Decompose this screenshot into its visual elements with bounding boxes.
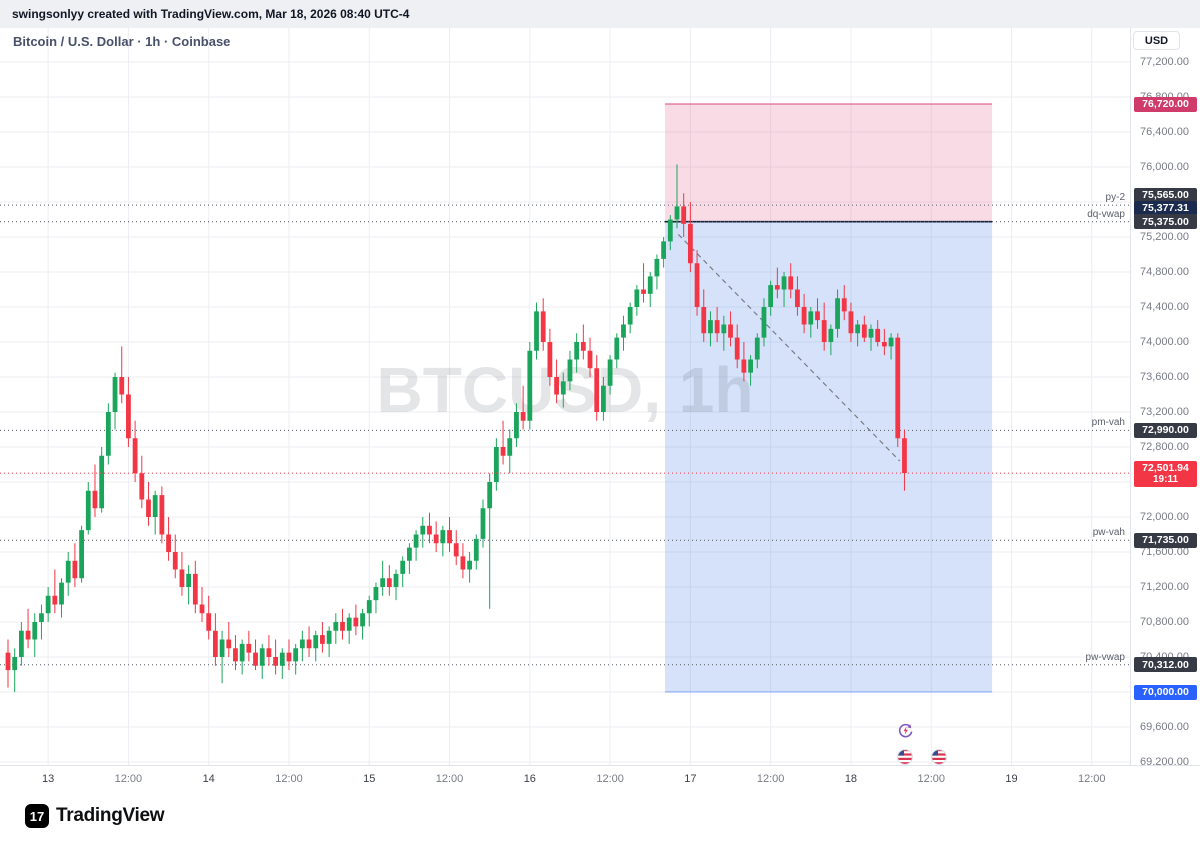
time-axis-label: 18 [844, 773, 858, 785]
candlestick-chart-canvas[interactable]: BTCUSD, 1h [0, 28, 1130, 765]
level-price-badge: 71,735.00 [1134, 532, 1197, 548]
refresh-arrows-glyph [898, 723, 913, 738]
time-axis-label: 17 [684, 773, 697, 785]
price-tick-label: 75,200.00 [1140, 231, 1189, 243]
price-tick-label: 71,200.00 [1140, 581, 1189, 593]
zone-bottom-price-badge: 70,000.00 [1134, 684, 1197, 700]
level-price-badge: 75,375.00 [1134, 214, 1197, 230]
attribution-bar: swingsonlyy created with TradingView.com… [0, 0, 1200, 28]
price-tick-label: 74,800.00 [1140, 266, 1189, 278]
price-tick-label: 76,400.00 [1140, 126, 1189, 138]
us-flag-glyph [897, 749, 913, 765]
auto-refresh-bolt-icon[interactable] [897, 722, 914, 739]
tradingview-wordmark: TradingView [56, 805, 165, 826]
levels-layer [0, 204, 1130, 666]
price-tick-label: 74,400.00 [1140, 301, 1189, 313]
price-tick-label: 70,800.00 [1140, 616, 1189, 628]
demand-zone [664, 221, 993, 692]
price-tick-label: 73,200.00 [1140, 406, 1189, 418]
us-flag-glyph [931, 749, 947, 765]
time-axis-label: 13 [42, 773, 55, 785]
economic-event-icon[interactable] [931, 749, 948, 766]
time-axis-label: 15 [363, 773, 376, 785]
price-tick-label: 73,600.00 [1140, 371, 1189, 383]
time-axis-label: 14 [202, 773, 215, 785]
candles-layer [5, 164, 907, 692]
current-price-value: 72,501.94 [1142, 462, 1189, 475]
price-axis[interactable]: 77,200.0076,800.0076,400.0076,000.0075,6… [1130, 28, 1200, 793]
time-axis-label: 12:00 [756, 773, 785, 785]
price-tick-label: 72,800.00 [1140, 441, 1189, 453]
tradingview-logo-icon: 17 [25, 804, 49, 828]
time-axis-label: 12:00 [596, 773, 624, 785]
trendline[interactable] [677, 233, 901, 462]
price-tick-label: 76,000.00 [1140, 161, 1189, 173]
zones-layer [664, 103, 993, 693]
time-axis-label: 12:00 [917, 773, 945, 785]
time-axis-label: 19 [1005, 773, 1018, 785]
time-axis[interactable]: 13 12:00 14 12:00 15 12:00 16 12:00 17 12:00 18 12:… [0, 765, 1200, 793]
tradingview-logo[interactable]: 17 TradingView [25, 804, 165, 828]
time-axis-label: 16 [523, 773, 536, 785]
zone-top-price-badge: 76,720.00 [1134, 96, 1197, 112]
price-tick-label: 74,000.00 [1140, 336, 1189, 348]
price-tick-label: 71,600.00 [1140, 546, 1189, 558]
time-axis-label: 12:00 [435, 773, 464, 785]
level-price-badge: 70,312.00 [1134, 657, 1197, 673]
footer: 17 TradingView [0, 793, 1200, 845]
time-axis-label: 12:00 [275, 773, 303, 785]
supply-zone [664, 104, 993, 222]
current-price-badge: 72,501.94 19:11 [1134, 461, 1197, 488]
grid-layer [0, 28, 1130, 765]
currency-button[interactable]: USD [1133, 31, 1180, 50]
time-axis-label: 12:00 [1078, 773, 1106, 785]
price-tick-label: 69,600.00 [1140, 721, 1189, 733]
chart-pane[interactable]: BTCUSD, 1h py-2 dq-vwap pm-vah pw-vah pw-vwa… [0, 28, 1130, 765]
economic-event-icon[interactable] [897, 749, 914, 766]
time-axis-label: 12:00 [114, 773, 143, 785]
attribution-text: swingsonlyy created with TradingView.com… [12, 7, 410, 21]
symbol-title[interactable]: Bitcoin / U.S. Dollar · 1h · Coinbase [13, 34, 231, 49]
level-price-badge: 75,377.31 [1134, 200, 1197, 216]
level-price-badge: 72,990.00 [1134, 422, 1197, 438]
price-tick-label: 72,000.00 [1140, 511, 1189, 523]
level-price-badge: 75,565.00 [1134, 187, 1197, 203]
price-tick-label: 77,200.00 [1140, 56, 1189, 68]
candle-countdown: 19:11 [1152, 474, 1179, 486]
